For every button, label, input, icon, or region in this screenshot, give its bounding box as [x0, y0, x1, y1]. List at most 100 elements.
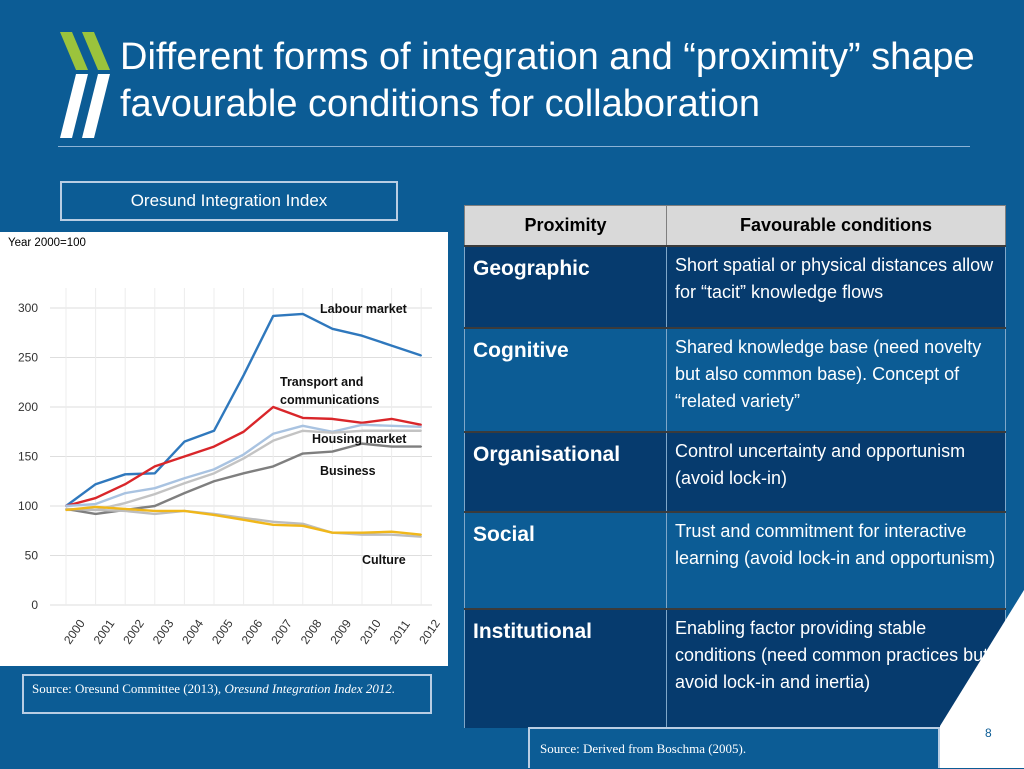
- data-point: [390, 530, 393, 533]
- oecd-logo-icon: [60, 32, 110, 138]
- data-point: [302, 425, 304, 427]
- series-annotation: Culture: [362, 553, 406, 567]
- data-point: [154, 493, 156, 495]
- data-point: [331, 327, 334, 330]
- data-point: [154, 513, 156, 515]
- series-annotation: Business: [320, 464, 376, 478]
- x-tick-label: 2008: [298, 617, 325, 647]
- data-point: [420, 354, 423, 357]
- y-tick-label: 50: [25, 549, 39, 563]
- proximity-table: Proximity Favourable conditions Geograph…: [464, 205, 1006, 728]
- data-point: [361, 424, 363, 426]
- data-point: [124, 473, 126, 476]
- data-point: [272, 465, 275, 468]
- data-point: [420, 429, 423, 432]
- x-tick-label: 2001: [91, 617, 118, 647]
- y-tick-label: 150: [18, 450, 38, 464]
- data-point: [94, 513, 97, 515]
- x-tick-label: 2009: [327, 617, 354, 647]
- data-point: [213, 445, 215, 448]
- x-tick-label: 2012: [416, 617, 443, 647]
- data-point: [94, 509, 97, 511]
- data-point: [272, 406, 275, 408]
- data-point: [94, 483, 97, 486]
- row-value: Shared knowledge base (need novelty but …: [666, 327, 1006, 432]
- data-point: [331, 431, 334, 434]
- x-tick-label: 2000: [61, 617, 88, 647]
- data-point: [302, 417, 304, 419]
- y-tick-label: 0: [31, 598, 38, 612]
- data-point: [242, 457, 245, 460]
- table-row-social: Social Trust and commitment for interact…: [464, 511, 1006, 609]
- data-point: [154, 487, 156, 489]
- data-point: [331, 450, 334, 453]
- data-point: [390, 533, 393, 536]
- page-number: 8: [985, 726, 992, 740]
- row-key: Institutional: [464, 608, 667, 728]
- data-point: [272, 524, 275, 526]
- chart-source-note: Source: Oresund Committee (2013), Oresun…: [22, 674, 432, 714]
- data-point: [65, 509, 67, 511]
- data-point: [213, 472, 215, 475]
- table-source-note: Source: Derived from Boschma (2005).: [528, 727, 940, 768]
- data-point: [213, 429, 215, 432]
- data-point: [272, 315, 275, 317]
- x-tick-label: 2011: [387, 617, 413, 646]
- data-point: [361, 533, 363, 536]
- data-point: [420, 426, 423, 428]
- data-point: [183, 482, 186, 485]
- data-point: [242, 517, 245, 519]
- data-point: [183, 440, 186, 443]
- data-point: [272, 432, 275, 435]
- data-point: [331, 418, 334, 420]
- data-point: [213, 514, 215, 516]
- row-value: Enabling factor providing stable conditi…: [666, 608, 1006, 728]
- data-point: [65, 505, 67, 507]
- series-annotation: Transport and: [280, 375, 363, 389]
- data-point: [272, 521, 275, 523]
- data-point: [361, 531, 363, 534]
- data-point: [272, 439, 275, 442]
- data-point: [302, 523, 304, 525]
- data-point: [242, 430, 245, 433]
- series-annotation: Housing market: [312, 432, 407, 446]
- data-point: [361, 442, 363, 445]
- page-corner-decoration: [940, 590, 1024, 768]
- data-point: [331, 531, 334, 534]
- y-tick-label: 250: [18, 351, 38, 365]
- series-annotation: communications: [280, 393, 379, 407]
- header-proximity: Proximity: [464, 205, 667, 247]
- row-key: Cognitive: [464, 327, 667, 432]
- data-point: [242, 453, 245, 456]
- chart-box-title: Oresund Integration Index: [60, 181, 398, 221]
- data-point: [242, 374, 245, 377]
- data-point: [154, 505, 156, 507]
- data-point: [242, 472, 245, 475]
- table-header-row: Proximity Favourable conditions: [464, 205, 1006, 247]
- data-point: [420, 535, 423, 538]
- data-point: [154, 472, 156, 475]
- table-row-cognitive: Cognitive Shared knowledge base (need no…: [464, 327, 1006, 432]
- data-point: [124, 502, 126, 504]
- row-value: Short spatial or physical distances allo…: [666, 245, 1006, 328]
- data-point: [302, 429, 304, 432]
- chart-source-prefix: Source: Oresund Committee (2013),: [32, 681, 225, 696]
- title-divider: [58, 146, 970, 147]
- data-point: [154, 510, 156, 512]
- data-point: [420, 445, 423, 448]
- data-point: [124, 510, 126, 512]
- data-point: [213, 468, 215, 471]
- row-key: Organisational: [464, 431, 667, 512]
- data-point: [183, 492, 186, 494]
- table-row-institutional: Institutional Enabling factor providing …: [464, 608, 1006, 728]
- x-tick-label: 2010: [357, 617, 384, 647]
- data-point: [124, 508, 126, 510]
- table-row-geographic: Geographic Short spatial or physical dis…: [464, 245, 1006, 328]
- data-point: [242, 519, 245, 521]
- chart-panel: 0 50 100 150 200 250 300 2000 2001 2002 2003 2004 20…: [0, 232, 448, 666]
- data-point: [183, 455, 186, 458]
- chart-source-italic: Oresund Integration Index 2012.: [224, 681, 396, 696]
- data-point: [302, 313, 304, 315]
- data-point: [390, 418, 393, 420]
